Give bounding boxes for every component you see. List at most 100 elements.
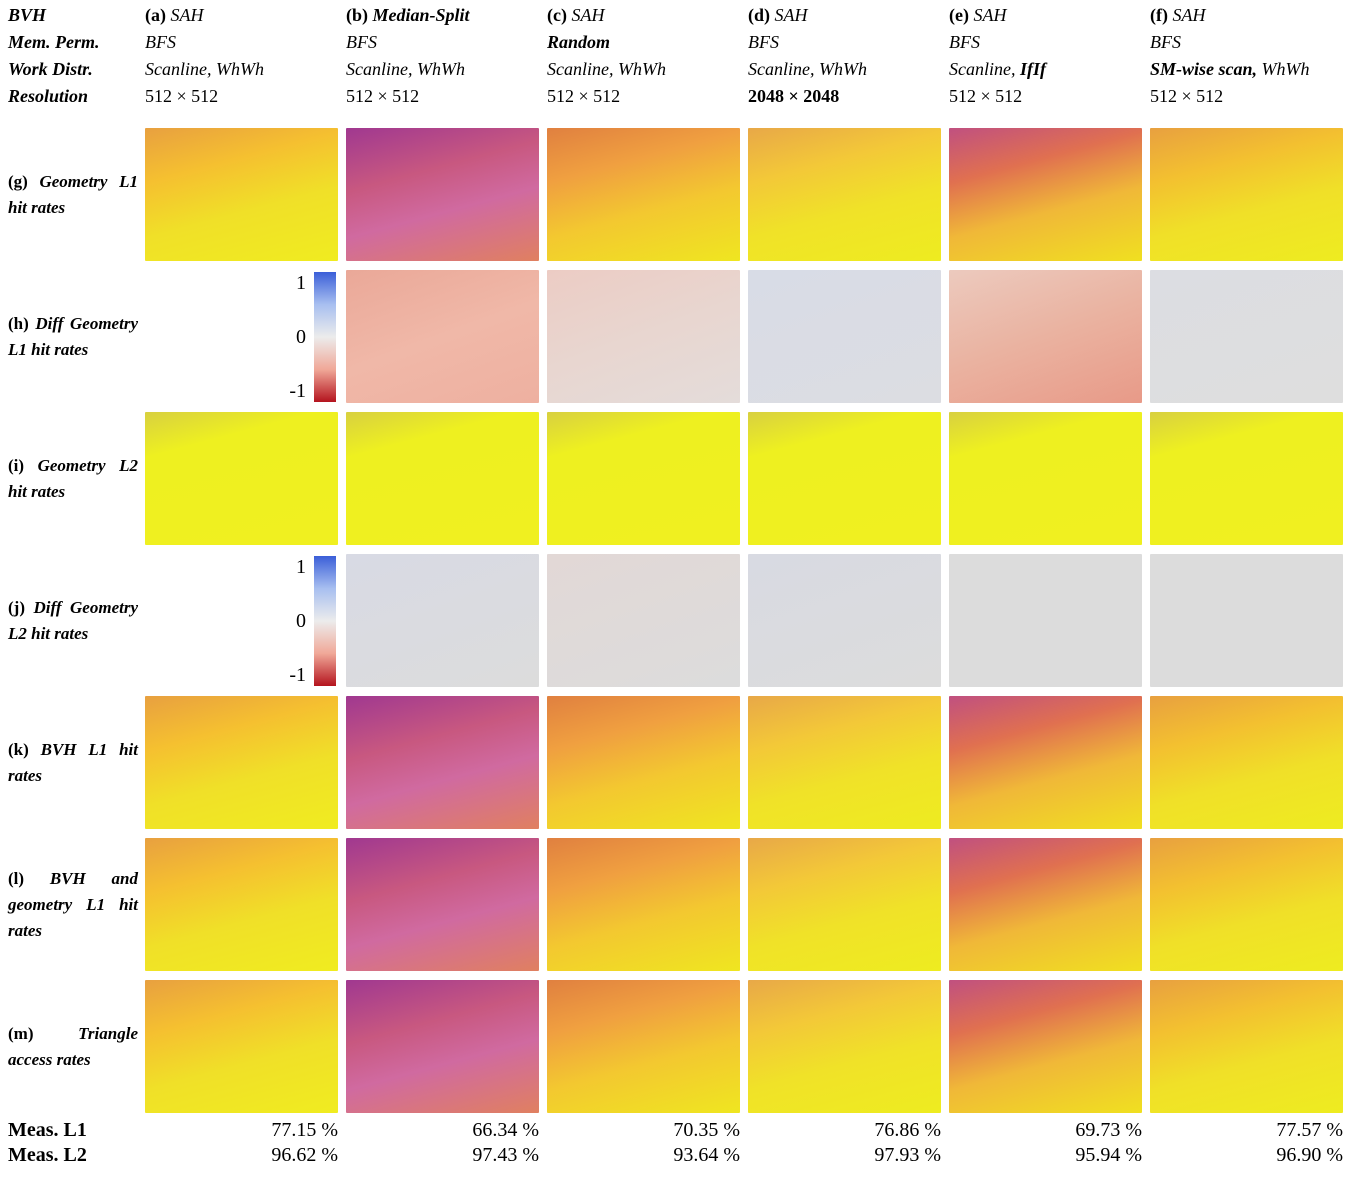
- row-text: Geometry L2 hit rates: [8, 456, 138, 501]
- column-header-line: BFS: [346, 29, 377, 55]
- column-id: (f): [1150, 5, 1168, 25]
- render-image: [145, 128, 338, 261]
- column-header-line: Scanline, WhWh: [346, 56, 465, 82]
- header-text: 512 × 512: [346, 86, 419, 106]
- row-label: (j) Diff Geometry L2 hit rates: [8, 554, 138, 687]
- row-id: (j): [8, 598, 25, 617]
- render-image: [145, 838, 338, 971]
- colorbar: [314, 272, 336, 402]
- render-image: [547, 838, 740, 971]
- header-text: BFS: [949, 32, 980, 52]
- header-label: BVH: [8, 2, 46, 28]
- column-header-line: 512 × 512: [145, 83, 218, 109]
- row-id: (h): [8, 314, 29, 333]
- measurement-value: 66.34 %: [346, 1118, 539, 1143]
- render-image: [1150, 554, 1343, 687]
- render-image: [1150, 980, 1343, 1113]
- header-text: BFS: [346, 32, 377, 52]
- render-image: [346, 554, 539, 687]
- render-image: [949, 412, 1142, 545]
- row-id: (i): [8, 456, 24, 475]
- header-text: Random: [547, 32, 610, 52]
- column-header-line: (f) SAH: [1150, 2, 1205, 28]
- colorbar-tick-label: 1: [266, 272, 306, 295]
- measurement-value: 77.15 %: [145, 1118, 338, 1143]
- header-text: SM-wise scan,: [1150, 59, 1257, 79]
- row-label-text: (l) BVH and geometry L1 hit rates: [8, 866, 138, 944]
- measurement-label: Meas. L2: [8, 1143, 87, 1168]
- measurement-value: 97.43 %: [346, 1143, 539, 1168]
- header-text: SAH: [1172, 5, 1205, 25]
- row-label: (l) BVH and geometry L1 hit rates: [8, 838, 138, 971]
- measurement-value: 70.35 %: [547, 1118, 740, 1143]
- measurement-value: 69.73 %: [949, 1118, 1142, 1143]
- colorbar-tick-label: 0: [266, 610, 306, 633]
- column-header-line: BFS: [1150, 29, 1181, 55]
- header-text: 512 × 512: [145, 86, 218, 106]
- header-text: Scanline,: [949, 59, 1015, 79]
- row-id: (m): [8, 1024, 33, 1043]
- header-text: SAH: [973, 5, 1006, 25]
- colorbar-tick-label: 0: [266, 326, 306, 349]
- render-image: [748, 554, 941, 687]
- header-text: BFS: [1150, 32, 1181, 52]
- render-image: [949, 128, 1142, 261]
- measurement-value: 96.62 %: [145, 1143, 338, 1168]
- render-image: [547, 554, 740, 687]
- column-header-line: SM-wise scan, WhWh: [1150, 56, 1310, 82]
- render-image: [346, 270, 539, 403]
- header-text: Scanline, WhWh: [748, 59, 867, 79]
- render-image: [949, 696, 1142, 829]
- row-text: Diff Geometry L2 hit rates: [8, 598, 138, 643]
- row-text: Geometry L1 hit rates: [8, 172, 138, 217]
- row-label: (i) Geometry L2 hit rates: [8, 412, 138, 545]
- colorbar-tick-label: -1: [266, 380, 306, 403]
- column-header-line: 512 × 512: [949, 83, 1022, 109]
- row-label-text: (i) Geometry L2 hit rates: [8, 453, 138, 505]
- row-label: (h) Diff Geometry L1 hit rates: [8, 270, 138, 403]
- render-image: [346, 980, 539, 1113]
- render-image: [346, 696, 539, 829]
- render-image: [748, 838, 941, 971]
- column-header-line: (c) SAH: [547, 2, 604, 28]
- header-text: WhWh: [1262, 59, 1310, 79]
- row-text: BVH and geometry L1 hit rates: [8, 869, 138, 940]
- render-image: [949, 838, 1142, 971]
- header-text: 2048 × 2048: [748, 86, 839, 106]
- render-image: [145, 696, 338, 829]
- column-header-line: 512 × 512: [346, 83, 419, 109]
- colorbar-tick-label: -1: [266, 664, 306, 687]
- render-image: [547, 696, 740, 829]
- column-header-line: (a) SAH: [145, 2, 204, 28]
- render-image: [145, 412, 338, 545]
- measurement-value: 93.64 %: [547, 1143, 740, 1168]
- render-image: [1150, 696, 1343, 829]
- header-text: Median-Split: [373, 5, 470, 25]
- measurement-value: 96.90 %: [1150, 1143, 1343, 1168]
- measurement-value: 95.94 %: [949, 1143, 1142, 1168]
- column-id: (d): [748, 5, 770, 25]
- header-text: SAH: [571, 5, 604, 25]
- column-header-line: 512 × 512: [547, 83, 620, 109]
- row-label-text: (j) Diff Geometry L2 hit rates: [8, 595, 138, 647]
- render-image: [547, 128, 740, 261]
- column-header-line: Scanline, WhWh: [547, 56, 666, 82]
- header-text: 512 × 512: [1150, 86, 1223, 106]
- row-label: (m) Triangle access rates: [8, 980, 138, 1113]
- render-image: [1150, 270, 1343, 403]
- render-image: [949, 554, 1142, 687]
- column-header-line: 512 × 512: [1150, 83, 1223, 109]
- column-id: (e): [949, 5, 969, 25]
- render-image: [547, 980, 740, 1113]
- row-label: (k) BVH L1 hit rates: [8, 696, 138, 829]
- column-id: (c): [547, 5, 567, 25]
- measurement-value: 77.57 %: [1150, 1118, 1343, 1143]
- render-image: [547, 270, 740, 403]
- header-text: SAH: [775, 5, 808, 25]
- header-text: BFS: [145, 32, 176, 52]
- header-text: BFS: [748, 32, 779, 52]
- column-id: (b): [346, 5, 368, 25]
- render-image: [949, 270, 1142, 403]
- column-header-line: 2048 × 2048: [748, 83, 839, 109]
- column-header-line: (e) SAH: [949, 2, 1006, 28]
